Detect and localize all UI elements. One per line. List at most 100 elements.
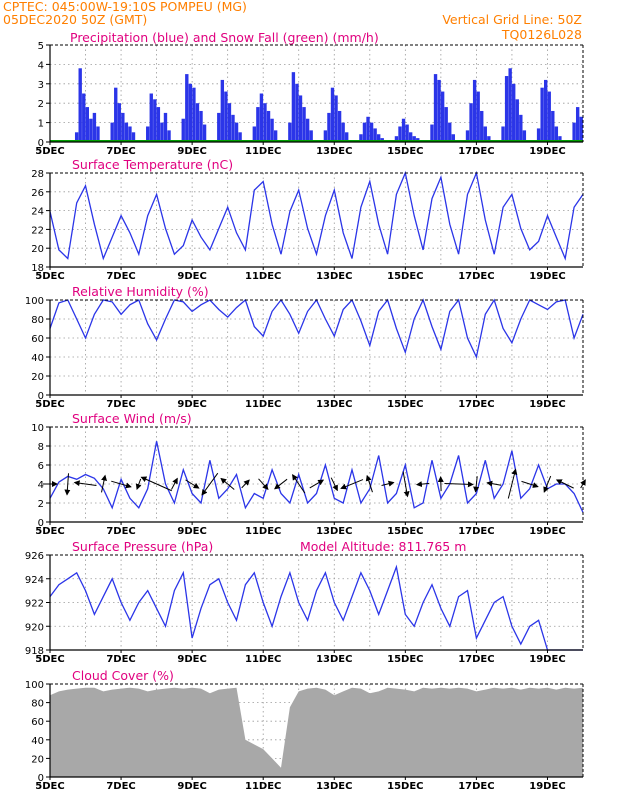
precip-bar (359, 134, 363, 142)
precip-bar (185, 74, 189, 142)
wind-arrow (486, 480, 502, 487)
wind-arrow (258, 478, 269, 490)
precip-bar (89, 118, 93, 142)
precip-xtick-label: 9DEC (177, 146, 206, 157)
precip-bar (323, 130, 328, 142)
pressure-panel (46, 554, 584, 653)
precip-bar (266, 110, 271, 142)
precip-bar (401, 118, 406, 142)
wind-arrow (171, 477, 178, 490)
precip-xtick-label: 13DEC (316, 146, 352, 157)
pressure-xtick-label: 15DEC (387, 654, 423, 665)
precip-bar (146, 126, 150, 142)
wind-arrow (330, 477, 338, 492)
precip-bar (579, 116, 583, 142)
precip-bar (366, 116, 370, 142)
rh-xtick-label: 7DEC (106, 399, 135, 410)
temp-ytick-label: 24 (31, 207, 44, 218)
precip-bar (163, 112, 168, 142)
precip-ytick-label: 5 (38, 41, 44, 52)
wind-ytick-label: 8 (38, 442, 44, 453)
cloud-panel (46, 683, 584, 780)
precip-bar (480, 110, 484, 142)
pressure-ytick-label: 922 (25, 599, 44, 610)
wind-arrow (185, 479, 200, 489)
pressure-ytick-label: 926 (25, 551, 44, 562)
wind-xtick-label: 11DEC (245, 526, 281, 537)
wind-xtick-label: 13DEC (316, 526, 352, 537)
precip-bar (398, 126, 402, 142)
precip-bar (412, 136, 416, 142)
wind-arrow (415, 481, 430, 488)
cloud-xtick-label: 13DEC (316, 781, 352, 792)
cloud-cover-area (50, 687, 583, 777)
precip-xtick-label: 15DEC (387, 146, 423, 157)
wind-arrow (140, 476, 172, 492)
precip-bar (362, 122, 367, 142)
precip-bar (298, 95, 303, 142)
precip-bar (74, 132, 79, 142)
wind-arrow (135, 478, 142, 491)
precip-bar (547, 91, 551, 142)
precip-bar (291, 72, 296, 142)
cloud-xtick-label: 19DEC (529, 781, 565, 792)
precip-bar (117, 103, 121, 142)
precip-bar (78, 68, 82, 142)
precip-bar (128, 126, 132, 142)
precip-bar (476, 91, 480, 142)
precip-bar (259, 93, 264, 142)
pressure-ytick-label: 918 (25, 646, 44, 657)
precip-bar (440, 91, 445, 142)
precip-bar (376, 134, 381, 142)
header-run-date: 05DEC2020 50Z (GMT) (3, 12, 148, 27)
precip-bar (437, 79, 441, 142)
temp-panel (46, 170, 584, 270)
wind-arrow (292, 474, 306, 494)
rh-xtick-label: 19DEC (529, 399, 565, 410)
precip-bar (337, 110, 342, 142)
wind-arrow (241, 479, 250, 489)
header-grid-line: Vertical Grid Line: 50Z (442, 12, 582, 27)
wind-arrow (274, 478, 288, 490)
wind-arrow (521, 480, 539, 488)
precip-bar (465, 130, 470, 142)
rh-xtick-label: 15DEC (387, 399, 423, 410)
wind-xtick-label: 5DEC (35, 526, 64, 537)
wind-panel-title: Surface Wind (m/s) (72, 411, 192, 426)
precip-bar (167, 130, 171, 142)
precip-bar (309, 130, 313, 142)
precip-bar (504, 76, 509, 142)
precip-bar (540, 87, 544, 142)
precip-bar (121, 112, 125, 142)
wind-xtick-label: 17DEC (458, 526, 494, 537)
pressure-xtick-label: 9DEC (177, 654, 206, 665)
precip-bar (202, 124, 207, 142)
precip-ytick-label: 2 (38, 99, 44, 110)
rh-ytick-label: 20 (31, 372, 44, 383)
rh-xtick-label: 5DEC (35, 399, 64, 410)
wind-arrow (507, 468, 518, 499)
cloud-xtick-label: 11DEC (245, 781, 281, 792)
header-station: CPTEC: 045:00W-19:10S POMPEU (MG) (3, 0, 247, 14)
precip-bar (501, 126, 505, 142)
rh-panel (46, 298, 584, 398)
temp-xtick-label: 11DEC (245, 271, 281, 282)
precip-bar (472, 79, 477, 142)
precip-bar (448, 122, 452, 142)
rh-ytick-label: 0 (38, 391, 44, 402)
precip-bar (188, 83, 193, 142)
wind-xtick-label: 7DEC (106, 526, 135, 537)
cloud-ytick-label: 60 (31, 717, 44, 728)
precip-bar (199, 110, 203, 142)
temp-ytick-label: 28 (31, 169, 44, 180)
cloud-xtick-label: 15DEC (387, 781, 423, 792)
precip-bar (444, 107, 448, 142)
rh-series-line (49, 298, 584, 360)
precip-panel-title: Precipitation (blue) and Snow Fall (gree… (70, 30, 379, 45)
wind-series-line (49, 441, 584, 513)
cloud-ytick-label: 80 (31, 699, 44, 710)
precip-bar (110, 122, 114, 142)
precip-bar (334, 95, 338, 142)
temp-panel-title: Surface Temperature (nC) (72, 157, 233, 172)
precip-bar (345, 132, 349, 142)
